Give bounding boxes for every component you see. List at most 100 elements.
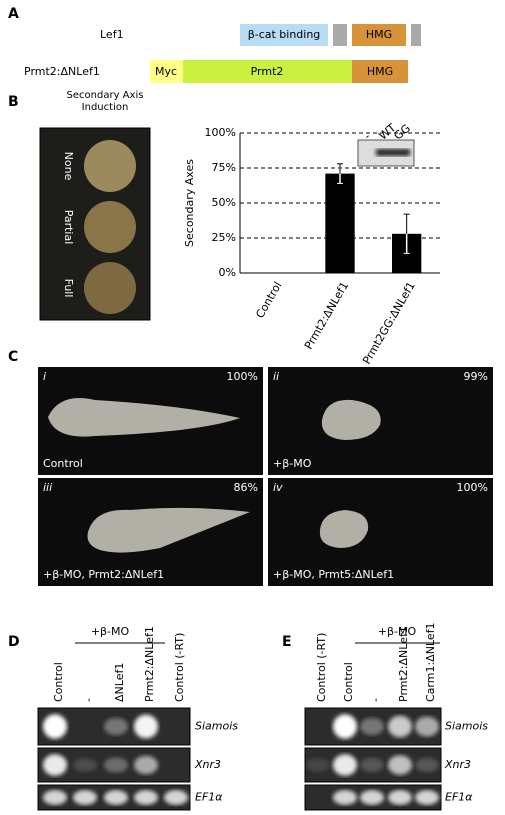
gel-band	[376, 149, 410, 156]
y-tick-label: 75%	[212, 161, 236, 174]
photo	[268, 478, 493, 586]
lane-label: Prmt2:ΔNLef1	[397, 626, 410, 702]
percent: 100%	[457, 481, 488, 494]
embryo	[319, 510, 369, 548]
domain	[352, 24, 406, 46]
image-index: iv	[273, 481, 283, 494]
lane-label: Control (-RT)	[173, 633, 186, 702]
percent: 100%	[227, 370, 258, 383]
label: Myc	[155, 65, 177, 78]
label: Prmt2	[251, 65, 284, 78]
panel-letter: A	[8, 6, 19, 22]
gene-label: Xnr3	[444, 758, 471, 771]
y-tick-label: 25%	[212, 231, 236, 244]
domain	[352, 60, 408, 83]
panel-letter: D	[8, 634, 20, 650]
label: None	[62, 152, 75, 181]
gel-band	[333, 714, 357, 739]
label: Full	[62, 279, 75, 298]
y-tick-label: 0%	[219, 266, 236, 279]
panel-letter: E	[282, 634, 292, 650]
label: β-cat binding	[248, 28, 321, 41]
percent: 86%	[234, 481, 258, 494]
embryo	[84, 262, 136, 314]
panel-letter: B	[8, 94, 19, 110]
bar	[325, 173, 355, 273]
label: +β-MO	[91, 625, 130, 638]
gene-label: EF1α	[195, 791, 223, 804]
gel-band	[415, 757, 439, 773]
y-tick-label: 100%	[205, 126, 236, 139]
lane-label: -	[369, 698, 382, 702]
gel-band	[104, 757, 128, 773]
domain	[150, 60, 183, 83]
embryo	[87, 507, 250, 553]
domain	[183, 60, 352, 83]
image-label: +β-MO, Prmt5:ΔNLef1	[273, 568, 394, 581]
label: Lef1	[100, 28, 124, 41]
lane-label: Prmt2:ΔNLef1	[143, 626, 156, 702]
lane-label: Control	[52, 662, 65, 702]
gel-band	[73, 758, 97, 772]
gel-band	[333, 754, 357, 776]
gel-band	[164, 790, 188, 805]
gel-band	[360, 757, 384, 773]
lane-label: Control (-RT)	[315, 633, 328, 702]
label: +β-MO	[378, 625, 417, 638]
gel-band	[388, 790, 412, 805]
x-tick-label: Prmt2:ΔNLef1	[302, 280, 351, 352]
y-tick-label: 50%	[212, 196, 236, 209]
panel-letter: C	[8, 349, 18, 365]
gel-band	[43, 790, 67, 805]
gel-band	[134, 755, 158, 775]
gel-band	[388, 755, 412, 775]
lane-label: -	[82, 698, 95, 702]
domain	[333, 24, 347, 46]
gel-band	[104, 790, 128, 805]
percent: 99%	[464, 370, 488, 383]
y-axis-label: Secondary Axes	[183, 159, 196, 247]
gel-band	[73, 790, 97, 805]
embryo	[84, 201, 136, 253]
gel-band	[415, 790, 439, 805]
gel-band	[43, 754, 67, 776]
gel-band	[134, 790, 158, 805]
image-index: ii	[273, 370, 279, 383]
x-tick-label: Prmt2GG:ΔNLef1	[360, 280, 418, 367]
gene-label: Xnr3	[194, 758, 221, 771]
gel-band	[333, 790, 357, 805]
gel-band	[415, 716, 439, 737]
caption: Secondary Axis Induction	[66, 90, 144, 113]
gel-band	[360, 790, 384, 805]
gel-label: GG	[392, 122, 413, 143]
image-label: +β-MO, Prmt2:ΔNLef1	[43, 568, 164, 581]
gene-label: EF1α	[445, 791, 473, 804]
gel-band	[388, 715, 412, 738]
gel-label: -	[362, 130, 373, 143]
gel-band	[134, 714, 158, 739]
image-label: Control	[43, 457, 83, 470]
gel-band	[306, 758, 330, 772]
domain	[240, 24, 328, 46]
embryo	[48, 398, 240, 437]
gel-band	[43, 714, 67, 739]
image-index: iii	[43, 481, 52, 494]
x-tick-label: Control	[253, 280, 284, 321]
lane-label: Carm1:ΔNLef1	[424, 623, 437, 703]
gene-label: Siamois	[195, 720, 238, 733]
gel-band	[104, 717, 128, 736]
image-index: i	[43, 370, 46, 383]
label: HMG	[366, 28, 392, 41]
domain	[411, 24, 421, 46]
lane-label: ΔNLef1	[113, 663, 126, 702]
embryo	[321, 399, 381, 440]
embryo	[84, 140, 136, 192]
lane-label: Control	[342, 662, 355, 702]
image-label: +β-MO	[273, 457, 312, 470]
gene-label: Siamois	[445, 720, 488, 733]
label: HMG	[367, 65, 393, 78]
label: Prmt2:ΔNLef1	[24, 65, 100, 78]
label: Partial	[62, 210, 75, 245]
gel-band	[360, 717, 384, 736]
